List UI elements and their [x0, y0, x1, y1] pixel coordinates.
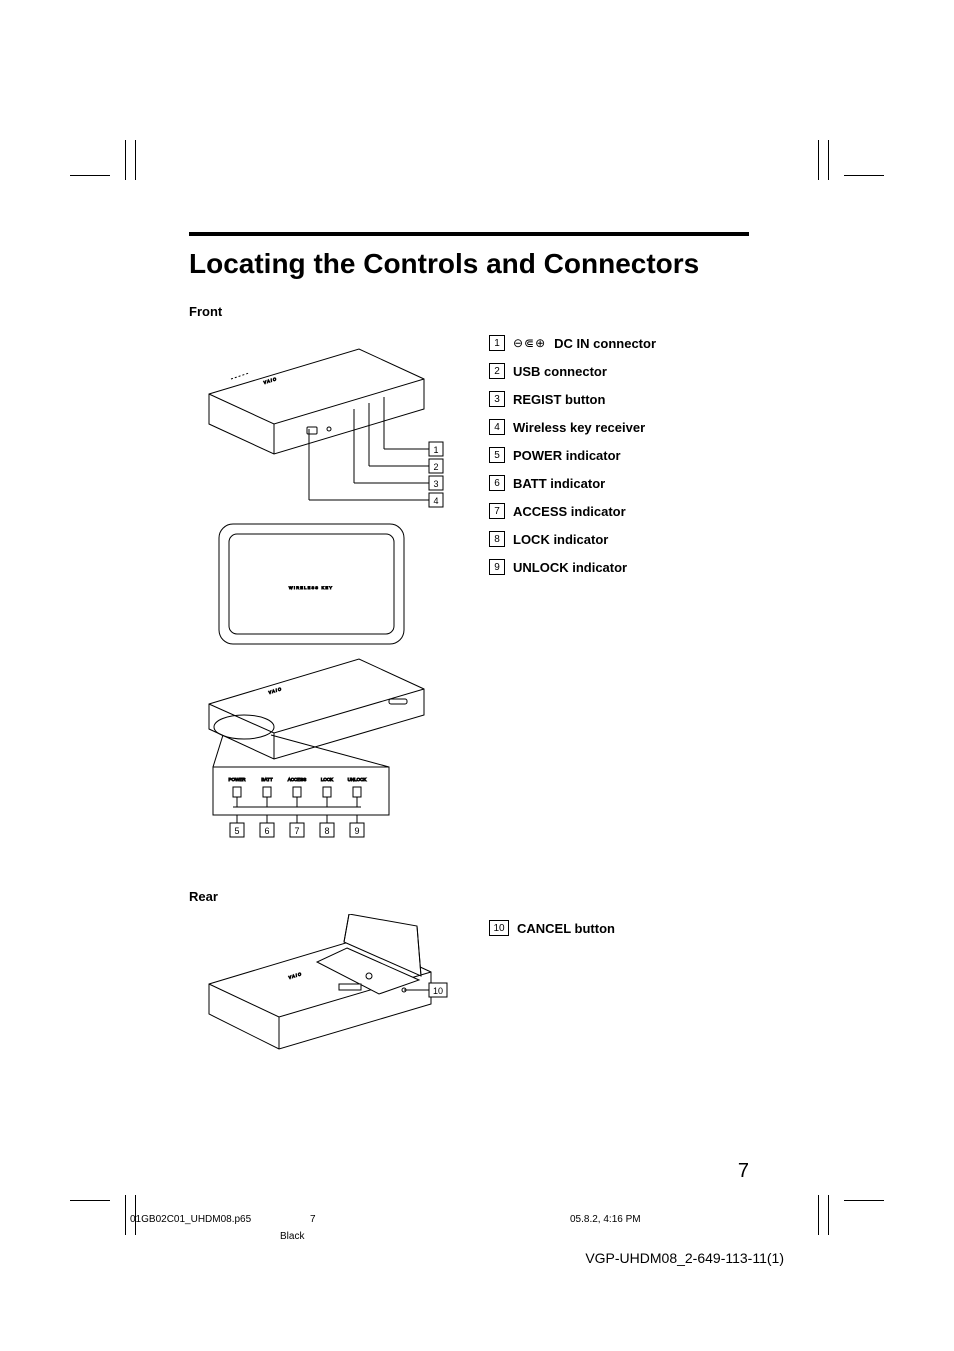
callout-item: 1 ⊖⋐⊕ DC IN connector [489, 335, 789, 351]
dc-polarity-icon: ⊖⋐⊕ [513, 336, 546, 350]
callout-text: USB connector [513, 364, 607, 379]
callout-text: LOCK indicator [513, 532, 608, 547]
callout-num-icon: 9 [489, 559, 505, 575]
svg-text:8: 8 [324, 826, 329, 836]
callout-text: CANCEL button [517, 921, 615, 936]
page-title: Locating the Controls and Connectors [189, 248, 789, 280]
callout-num-icon: 6 [489, 475, 505, 491]
svg-text:10: 10 [433, 986, 443, 996]
callout-num-icon: 10 [489, 920, 509, 936]
callout-text: BATT indicator [513, 476, 605, 491]
section-label-front: Front [189, 304, 789, 319]
callout-item: 9 UNLOCK indicator [489, 559, 789, 575]
title-rule [189, 232, 749, 236]
callout-item: 8 LOCK indicator [489, 531, 789, 547]
footer-color: Black [280, 1231, 830, 1242]
callout-item: 4 Wireless key receiver [489, 419, 789, 435]
svg-text:2: 2 [433, 462, 438, 472]
callout-text: DC IN connector [554, 336, 656, 351]
svg-text:POWER: POWER [228, 777, 246, 782]
callout-item: 7 ACCESS indicator [489, 503, 789, 519]
front-diagram: VAIO 1 2 3 [189, 329, 449, 849]
rear-callout-list: 10 CANCEL button [489, 914, 789, 948]
svg-text:ACCESS: ACCESS [288, 777, 307, 782]
callout-text: ACCESS indicator [513, 504, 626, 519]
svg-text:5: 5 [234, 826, 239, 836]
callout-num-icon: 7 [489, 503, 505, 519]
callout-text: REGIST button [513, 392, 605, 407]
svg-text:BATT: BATT [261, 777, 272, 782]
front-row: VAIO 1 2 3 [189, 329, 789, 849]
svg-text:1: 1 [433, 445, 438, 455]
callout-text: UNLOCK indicator [513, 560, 627, 575]
callout-num-icon: 3 [489, 391, 505, 407]
svg-text:9: 9 [354, 826, 359, 836]
page-number: 7 [738, 1160, 749, 1183]
footer: 01GB02C01_UHDM08.p65 7 05.8.2, 4:16 PM B… [130, 1214, 830, 1242]
rear-diagram: VAIO 10 [189, 914, 449, 1084]
callout-text: Wireless key receiver [513, 420, 645, 435]
footer-filename: 01GB02C01_UHDM08.p65 [130, 1214, 310, 1225]
callout-item: 10 CANCEL button [489, 920, 789, 936]
callout-text: POWER indicator [513, 448, 621, 463]
callout-num-icon: 5 [489, 447, 505, 463]
callout-num-icon: 8 [489, 531, 505, 547]
document-id: VGP-UHDM08_2-649-113-11(1) [585, 1250, 784, 1266]
section-label-rear: Rear [189, 889, 789, 904]
callout-num-icon: 2 [489, 363, 505, 379]
front-callout-list: 1 ⊖⋐⊕ DC IN connector 2 USB connector 3 REGI… [489, 329, 789, 587]
svg-text:UNLOCK: UNLOCK [348, 777, 367, 782]
svg-text:WIRELESS KEY: WIRELESS KEY [289, 585, 333, 590]
svg-text:7: 7 [294, 826, 299, 836]
callout-item: 6 BATT indicator [489, 475, 789, 491]
footer-timestamp: 05.8.2, 4:16 PM [570, 1214, 830, 1225]
callout-item: 5 POWER indicator [489, 447, 789, 463]
callout-num-icon: 1 [489, 335, 505, 351]
footer-page: 7 [310, 1214, 570, 1225]
svg-text:LOCK: LOCK [321, 777, 333, 782]
callout-num-icon: 4 [489, 419, 505, 435]
callout-item: 3 REGIST button [489, 391, 789, 407]
svg-text:4: 4 [433, 496, 438, 506]
callout-item: 2 USB connector [489, 363, 789, 379]
page-content: Locating the Controls and Connectors Fro… [189, 232, 789, 1084]
svg-text:3: 3 [433, 479, 438, 489]
rear-row: VAIO 10 10 CANCEL button [189, 914, 789, 1084]
svg-text:6: 6 [264, 826, 269, 836]
